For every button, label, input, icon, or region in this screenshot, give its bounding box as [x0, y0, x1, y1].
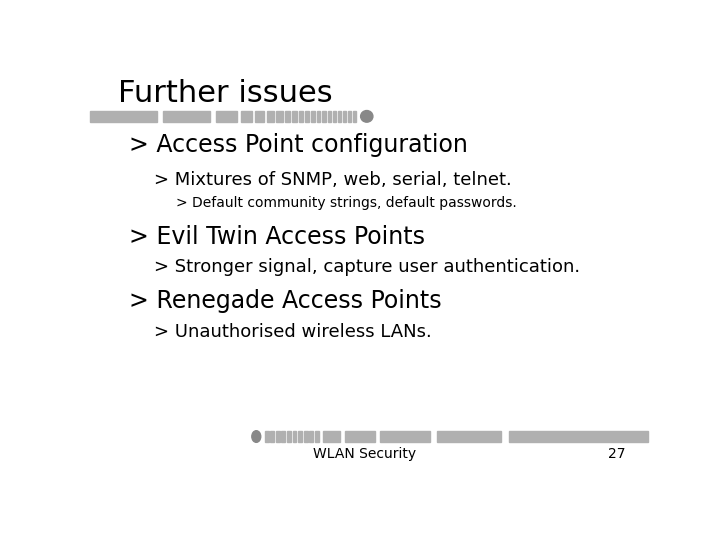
Bar — [284, 111, 290, 122]
Bar — [270, 431, 274, 442]
Bar — [317, 111, 320, 122]
Bar — [508, 431, 648, 442]
Bar — [437, 431, 501, 442]
Bar — [348, 111, 351, 122]
Bar — [343, 111, 346, 122]
Bar — [315, 431, 319, 442]
Text: 27: 27 — [608, 447, 626, 461]
Text: > Default community strings, default passwords.: > Default community strings, default pas… — [176, 196, 517, 210]
Bar — [322, 111, 326, 122]
Bar — [333, 111, 336, 122]
Bar — [215, 111, 237, 122]
Bar — [90, 111, 157, 122]
Bar — [323, 431, 340, 442]
Bar — [310, 431, 313, 442]
Bar — [338, 111, 341, 122]
Ellipse shape — [252, 431, 261, 442]
Bar — [265, 431, 269, 442]
Bar — [328, 111, 331, 122]
Bar — [267, 111, 274, 122]
Bar — [276, 111, 282, 122]
Text: > Mixtures of SNMP, web, serial, telnet.: > Mixtures of SNMP, web, serial, telnet. — [154, 171, 512, 189]
Bar — [292, 111, 297, 122]
Bar — [380, 431, 431, 442]
Text: > Access Point configuration: > Access Point configuration — [129, 133, 468, 157]
Text: Further issues: Further issues — [118, 79, 333, 109]
Bar — [163, 111, 210, 122]
Bar — [304, 431, 307, 442]
Bar — [299, 111, 303, 122]
Bar — [282, 431, 285, 442]
Text: > Renegade Access Points: > Renegade Access Points — [129, 289, 441, 313]
Bar — [353, 111, 356, 122]
Text: > Stronger signal, capture user authentication.: > Stronger signal, capture user authenti… — [154, 258, 580, 276]
Text: > Unauthorised wireless LANs.: > Unauthorised wireless LANs. — [154, 323, 432, 341]
Bar — [240, 111, 252, 122]
Text: > Evil Twin Access Points: > Evil Twin Access Points — [129, 225, 425, 249]
Bar — [292, 431, 297, 442]
Ellipse shape — [361, 111, 373, 122]
Bar — [311, 111, 315, 122]
Bar — [298, 431, 302, 442]
Bar — [287, 431, 291, 442]
Bar — [345, 431, 374, 442]
Bar — [255, 111, 264, 122]
Bar — [305, 111, 310, 122]
Text: WLAN Security: WLAN Security — [313, 447, 416, 461]
Bar — [276, 431, 280, 442]
